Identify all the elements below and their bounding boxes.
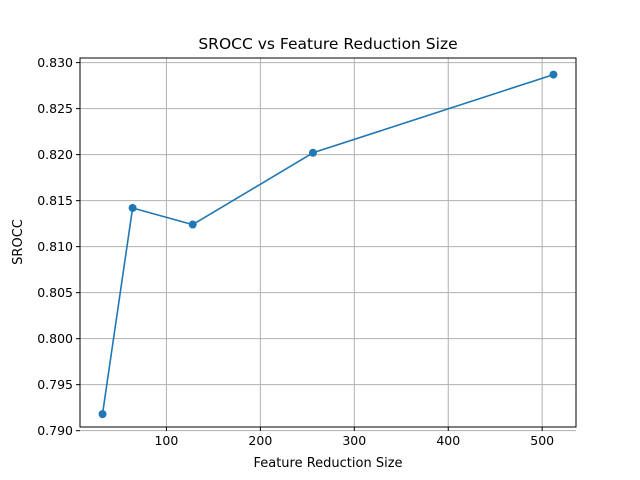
data-point: [308, 148, 317, 157]
y-tick-label: 0.810: [37, 239, 73, 254]
x-tick-label: 500: [530, 433, 554, 448]
series-line: [101, 73, 554, 415]
x-tick-label: 200: [248, 433, 272, 448]
y-tick-label: 0.795: [37, 377, 73, 392]
x-tick-label: 100: [154, 433, 178, 448]
data-point: [98, 410, 107, 419]
grid: [80, 58, 576, 432]
chart-title: SROCC vs Feature Reduction Size: [198, 35, 457, 53]
y-tick-label: 0.805: [37, 285, 73, 300]
data-point: [188, 220, 197, 229]
x-tick-label: 400: [436, 433, 460, 448]
x-tick-label: 300: [342, 433, 366, 448]
plot-area: [98, 70, 558, 419]
y-tick-label: 0.815: [37, 193, 73, 208]
axes-frame: [79, 57, 577, 428]
y-tick-label: 0.820: [37, 147, 73, 162]
x-axis-label: Feature Reduction Size: [253, 456, 402, 471]
y-tick-label: 0.790: [37, 423, 73, 438]
data-point: [128, 203, 137, 212]
y-axis-label: SROCC: [11, 219, 26, 265]
axis-ticks: 100 200 300 400 500 0.790 0.795 0.800 0.805 0.810…: [37, 55, 554, 448]
y-tick-label: 0.825: [37, 101, 73, 116]
data-point: [549, 70, 558, 79]
y-tick-label: 0.800: [37, 331, 73, 346]
y-tick-label: 0.830: [37, 55, 73, 70]
